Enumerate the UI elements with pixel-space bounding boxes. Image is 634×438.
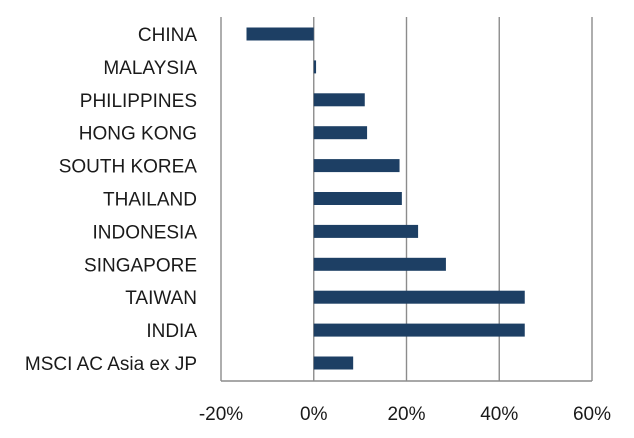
category-label: SOUTH KOREA — [59, 157, 198, 178]
category-label: INDIA — [146, 321, 197, 342]
x-tick-label: -20% — [199, 404, 243, 425]
bar — [313, 224, 419, 238]
bar — [313, 93, 365, 107]
bar — [313, 192, 402, 205]
category-label: SINGAPORE — [84, 255, 197, 276]
x-tick-label: 60% — [573, 404, 611, 425]
bar — [246, 27, 314, 41]
bar — [313, 60, 317, 74]
category-label: MSCI AC Asia ex JP — [25, 354, 197, 375]
category-label: MALAYSIA — [103, 58, 197, 79]
category-label: TAIWAN — [125, 288, 197, 309]
bar — [313, 126, 368, 140]
bar — [313, 159, 400, 173]
gridlines — [220, 17, 593, 382]
category-label: CHINA — [138, 25, 197, 46]
category-label: HONG KONG — [79, 124, 197, 145]
category-label: PHILIPPINES — [80, 91, 197, 112]
bar — [313, 257, 446, 271]
bars — [246, 27, 525, 370]
x-tick-label: 40% — [480, 404, 518, 425]
bar — [313, 323, 525, 337]
category-label: INDONESIA — [92, 222, 197, 243]
x-tick-label: 20% — [387, 404, 425, 425]
x-tick-labels: -20% 0% 20% 40% 60% — [199, 404, 611, 425]
category-label: THAILAND — [103, 190, 197, 211]
bar — [313, 290, 525, 304]
bar — [313, 356, 354, 370]
x-tick-label: 0% — [300, 404, 328, 425]
category-labels: CHINA MALAYSIA PHILIPPINES HONG KONG SOUTH K… — [25, 25, 197, 375]
